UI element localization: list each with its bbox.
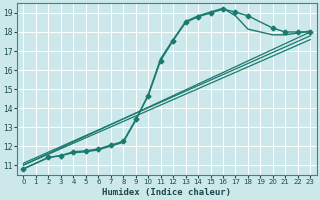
X-axis label: Humidex (Indice chaleur): Humidex (Indice chaleur) bbox=[102, 188, 231, 197]
